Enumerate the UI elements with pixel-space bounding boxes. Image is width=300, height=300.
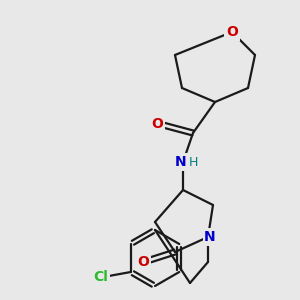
- Text: N: N: [175, 155, 187, 169]
- Text: O: O: [137, 255, 149, 269]
- Text: O: O: [226, 25, 238, 39]
- Text: N: N: [204, 230, 216, 244]
- Text: Cl: Cl: [93, 270, 108, 284]
- Text: H: H: [188, 157, 198, 169]
- Text: O: O: [151, 117, 163, 131]
